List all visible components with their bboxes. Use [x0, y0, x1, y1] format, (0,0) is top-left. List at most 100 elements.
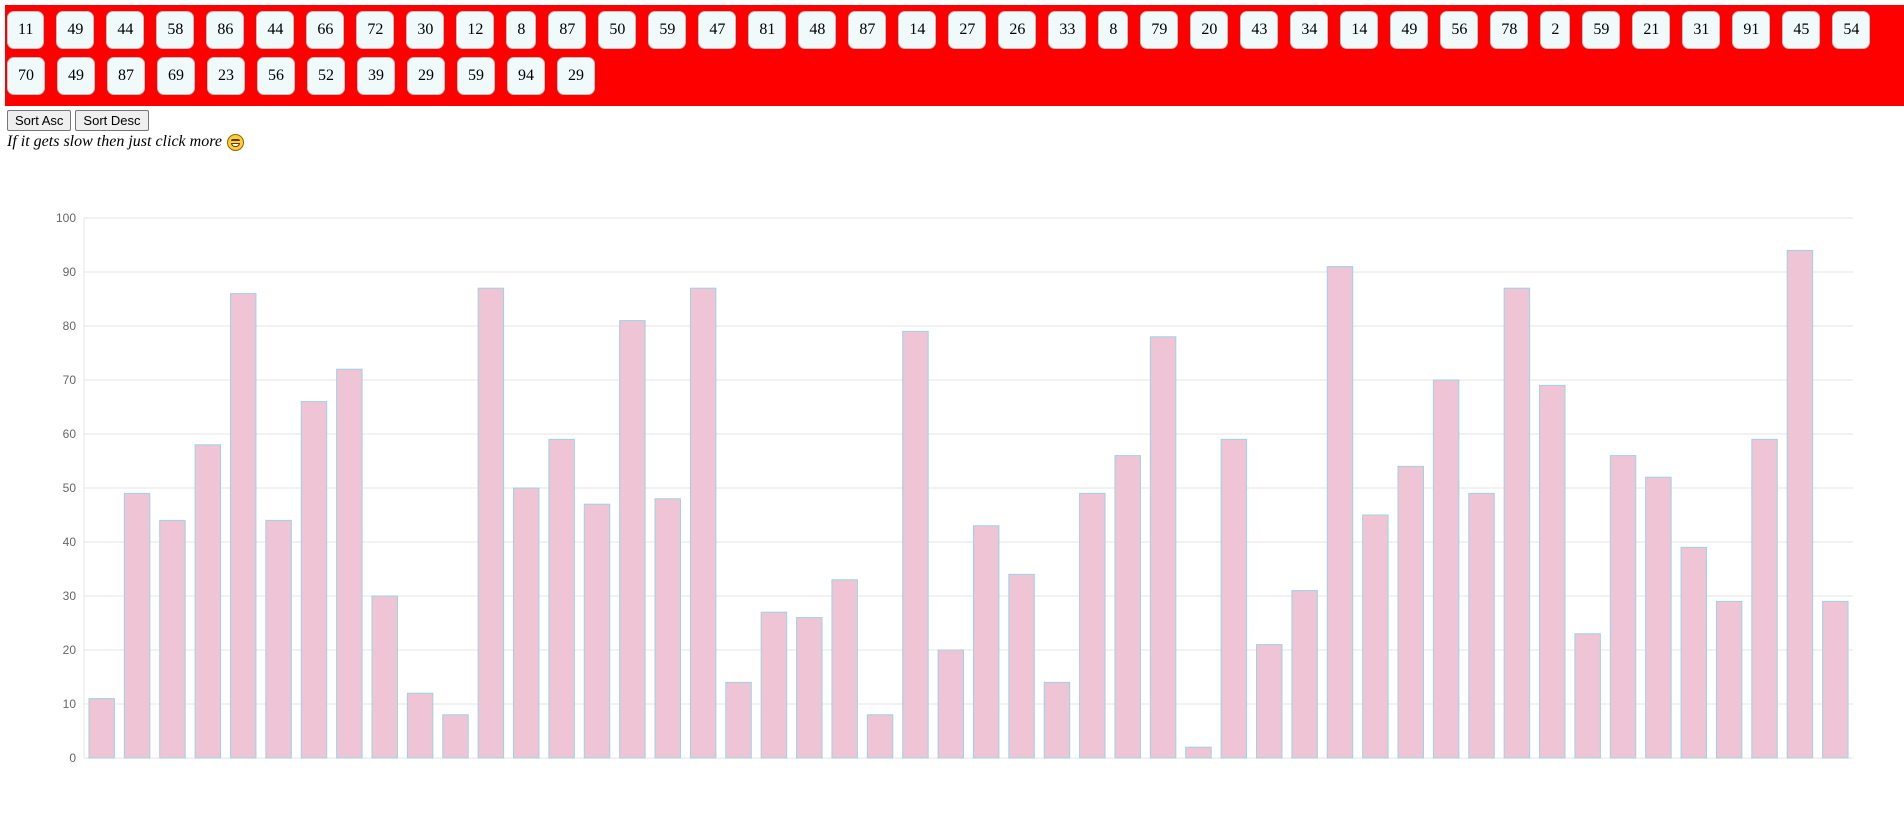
bar [1220, 438, 1248, 759]
number-chip[interactable]: 11 [7, 11, 45, 49]
bar [300, 401, 328, 759]
bar [1149, 336, 1177, 759]
bar [1715, 600, 1743, 759]
bar [265, 519, 292, 759]
bar [194, 444, 222, 759]
number-chip[interactable]: 31 [1682, 11, 1721, 49]
bar [619, 320, 646, 759]
number-chip[interactable]: 48 [798, 11, 837, 49]
bar [1114, 455, 1141, 759]
y-tick-label: 80 [63, 319, 77, 333]
bar [796, 617, 823, 759]
y-tick-label: 40 [63, 535, 77, 549]
y-tick-label: 90 [63, 265, 77, 279]
bar [1539, 384, 1566, 759]
bar [972, 525, 1000, 759]
number-chip[interactable]: 8 [1098, 11, 1129, 49]
number-chip[interactable]: 66 [306, 11, 345, 49]
y-tick-label: 60 [63, 427, 77, 441]
number-chip[interactable]: 20 [1190, 11, 1229, 49]
bar [1362, 514, 1389, 759]
bar [725, 681, 752, 759]
sort-asc-button[interactable]: Sort Asc [7, 110, 72, 131]
number-chip[interactable]: 33 [1048, 11, 1087, 49]
y-tick-label: 50 [63, 481, 77, 495]
number-chip[interactable]: 59 [457, 57, 495, 95]
bar [159, 519, 186, 759]
bar [1751, 438, 1778, 759]
bar [937, 649, 965, 759]
number-chip[interactable]: 23 [207, 57, 245, 95]
number-chip[interactable]: 26 [998, 11, 1037, 49]
number-chip[interactable]: 44 [106, 11, 145, 49]
number-chip[interactable]: 56 [1440, 11, 1479, 49]
bar [513, 487, 540, 759]
number-chip[interactable]: 39 [357, 57, 395, 95]
number-chip[interactable]: 86 [206, 11, 245, 49]
bar [1079, 492, 1106, 759]
number-chip[interactable]: 58 [156, 11, 195, 49]
bar [1397, 465, 1424, 759]
number-chip[interactable]: 50 [598, 11, 637, 49]
number-chip[interactable]: 49 [1390, 11, 1429, 49]
bar [1326, 266, 1354, 759]
bar [229, 293, 257, 759]
bar [902, 330, 929, 759]
number-chip[interactable]: 14 [1340, 11, 1379, 49]
number-chip[interactable]: 59 [1582, 11, 1621, 49]
bar [1503, 287, 1531, 759]
bar [1185, 746, 1212, 759]
grinning-face-icon [226, 133, 244, 151]
bar [88, 698, 115, 759]
y-tick-label: 0 [69, 751, 76, 765]
y-tick-label: 100 [56, 211, 76, 225]
sort-controls: Sort Asc Sort Desc [7, 110, 149, 131]
bar [583, 503, 611, 759]
number-chips-panel: 11 49 44 58 86 44 66 72 30 12 8 87 50 59 47 81 48 87 14 27 2… [5, 5, 1904, 106]
number-chip[interactable]: 49 [57, 57, 95, 95]
number-chip[interactable]: 8 [506, 11, 537, 49]
number-chip[interactable]: 34 [1290, 11, 1329, 49]
number-chip[interactable]: 30 [406, 11, 445, 49]
number-chip[interactable]: 21 [1632, 11, 1671, 49]
number-chip[interactable]: 56 [257, 57, 295, 95]
number-chip[interactable]: 14 [898, 11, 937, 49]
number-chip[interactable]: 94 [507, 57, 545, 95]
bar [1822, 600, 1849, 759]
y-tick-label: 10 [63, 697, 77, 711]
bar [1291, 590, 1318, 759]
number-chip[interactable]: 29 [557, 57, 595, 95]
number-chip[interactable]: 78 [1490, 11, 1529, 49]
bar [1008, 573, 1035, 759]
number-chip[interactable]: 49 [56, 11, 95, 49]
number-chip[interactable]: 91 [1732, 11, 1771, 49]
number-chip[interactable]: 43 [1240, 11, 1279, 49]
number-chip[interactable]: 69 [157, 57, 195, 95]
number-chip[interactable]: 2 [1540, 11, 1571, 49]
number-chip[interactable]: 81 [748, 11, 787, 49]
bar [442, 714, 469, 759]
number-chip[interactable]: 79 [1140, 11, 1179, 49]
number-chip[interactable]: 87 [548, 11, 587, 49]
number-chip[interactable]: 54 [1832, 11, 1871, 49]
number-chip[interactable]: 87 [848, 11, 887, 49]
number-chip[interactable]: 87 [107, 57, 145, 95]
number-chip[interactable]: 44 [256, 11, 295, 49]
number-chip[interactable]: 12 [456, 11, 495, 49]
bar [1043, 681, 1071, 759]
number-chip[interactable]: 27 [948, 11, 987, 49]
number-chip[interactable]: 59 [648, 11, 687, 49]
number-chip[interactable]: 52 [307, 57, 345, 95]
number-chip[interactable]: 70 [7, 57, 45, 95]
bar [1468, 492, 1495, 759]
number-chip[interactable]: 45 [1782, 11, 1821, 49]
sort-desc-button[interactable]: Sort Desc [75, 110, 149, 131]
y-tick-label: 30 [63, 589, 77, 603]
bar [1609, 455, 1637, 759]
bar [123, 492, 151, 759]
number-chip[interactable]: 72 [356, 11, 395, 49]
bar [1680, 546, 1708, 759]
number-chip[interactable]: 47 [698, 11, 737, 49]
number-chip[interactable]: 29 [407, 57, 445, 95]
hint-text: If it gets slow then just click more [7, 133, 222, 150]
